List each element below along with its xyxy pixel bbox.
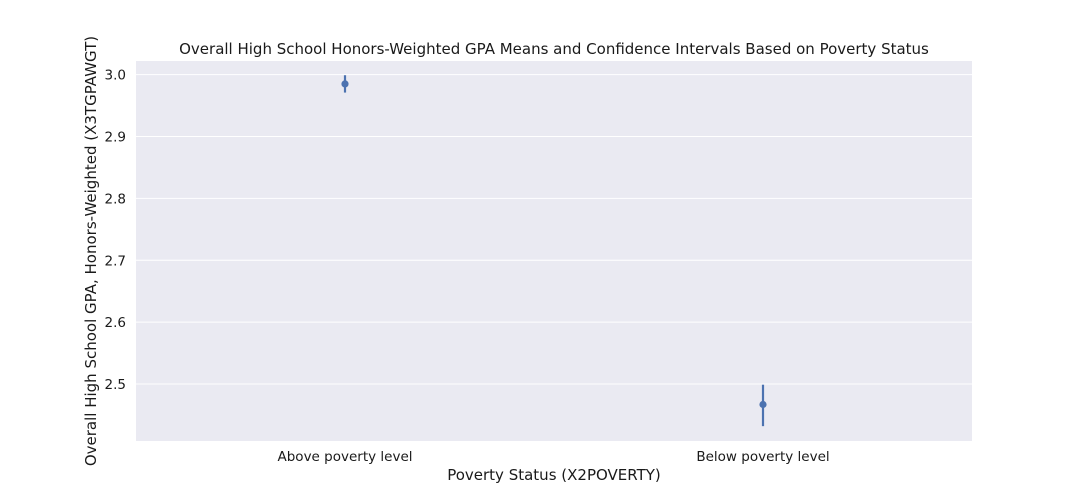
- y-axis-label: Overall High School GPA, Honors-Weighted…: [82, 36, 100, 466]
- y-tick-label: 2.5: [105, 377, 126, 393]
- y-tick-label: 2.6: [105, 315, 126, 331]
- x-axis-label: Poverty Status (X2POVERTY): [447, 466, 661, 484]
- x-tick-label: Above poverty level: [278, 449, 413, 465]
- plot-area: [136, 61, 972, 441]
- y-tick-labels: 2.5 2.6 2.7 2.8 2.9 3.0: [105, 68, 126, 393]
- x-tick-label: Below poverty level: [696, 449, 829, 465]
- x-tick-labels: Above poverty level Below poverty level: [278, 449, 830, 465]
- y-tick-label: 2.8: [105, 191, 126, 207]
- y-tick-label: 2.9: [105, 130, 126, 146]
- chart-title: Overall High School Honors-Weighted GPA …: [179, 40, 929, 58]
- y-tick-label: 3.0: [105, 68, 126, 84]
- mean-point: [759, 400, 767, 409]
- data-marks: [341, 75, 767, 427]
- y-tick-label: 2.7: [105, 253, 126, 269]
- mean-point: [341, 80, 349, 88]
- grid-lines: [136, 74, 972, 385]
